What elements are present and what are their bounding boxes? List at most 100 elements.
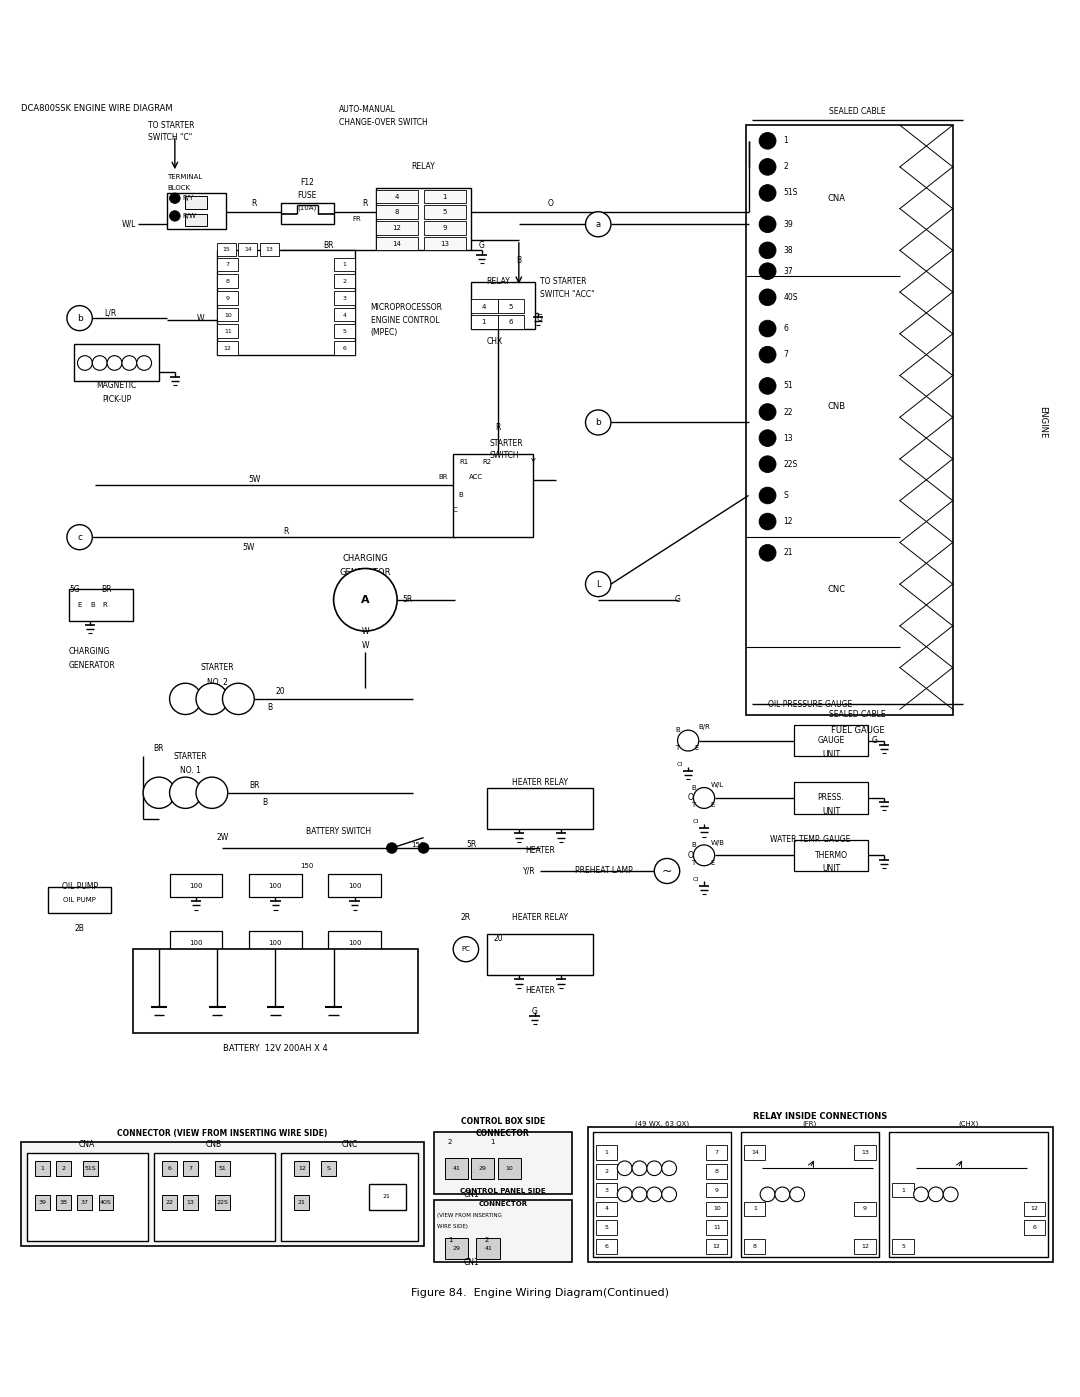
Text: 100: 100 (269, 940, 282, 946)
Text: BR: BR (153, 745, 164, 753)
Circle shape (759, 545, 777, 562)
Circle shape (107, 356, 122, 370)
Bar (487, 788, 593, 830)
Bar (892, 1239, 914, 1253)
Text: T: T (675, 745, 679, 752)
Text: 15: 15 (222, 247, 231, 251)
Bar (98, 1196, 113, 1210)
Text: WIRE SIDE): WIRE SIDE) (437, 1224, 469, 1229)
Bar (167, 193, 226, 229)
Text: 51S: 51S (84, 1165, 96, 1171)
Bar (334, 341, 354, 355)
Text: 22: 22 (165, 1200, 174, 1206)
Text: PC: PC (461, 946, 471, 953)
Bar (249, 875, 302, 897)
Bar (27, 1153, 148, 1242)
Text: 14: 14 (244, 247, 252, 251)
Bar (217, 274, 239, 288)
Text: R: R (495, 423, 500, 432)
Text: 2: 2 (485, 1238, 489, 1243)
Text: O: O (548, 198, 554, 208)
Text: CONNECTOR: CONNECTOR (476, 1129, 530, 1139)
Bar (434, 1200, 571, 1261)
Text: 6: 6 (1032, 1225, 1036, 1231)
Text: TERMINAL: TERMINAL (167, 175, 203, 180)
Text: RELAY: RELAY (486, 277, 510, 286)
Text: SEALED CABLE: SEALED CABLE (829, 108, 886, 116)
Circle shape (92, 356, 107, 370)
Text: Figure 84.  Engine Wiring Diagram(Continued): Figure 84. Engine Wiring Diagram(Continu… (411, 1288, 669, 1298)
Text: A: A (361, 595, 369, 605)
Bar (498, 314, 524, 328)
Circle shape (662, 1161, 676, 1175)
Bar (454, 454, 532, 538)
Text: 6: 6 (605, 1243, 609, 1249)
Text: 9: 9 (715, 1187, 719, 1193)
Text: 1: 1 (482, 320, 486, 326)
Text: CNA: CNA (79, 1140, 95, 1148)
Text: E: E (711, 859, 715, 866)
Text: 9: 9 (226, 296, 230, 300)
Circle shape (585, 571, 611, 597)
Text: 12: 12 (393, 225, 402, 231)
Text: 37: 37 (783, 267, 793, 275)
Text: 12: 12 (861, 1243, 869, 1249)
Bar (162, 1196, 177, 1210)
Text: SEALED CABLE: SEALED CABLE (829, 710, 886, 719)
Text: UNIT: UNIT (822, 807, 840, 816)
Text: 8: 8 (753, 1243, 757, 1249)
Bar (476, 1238, 500, 1259)
Bar (48, 887, 111, 912)
Circle shape (677, 731, 699, 752)
Bar (706, 1201, 727, 1217)
Text: a: a (596, 219, 600, 229)
Text: CI: CI (692, 820, 699, 824)
Circle shape (585, 212, 611, 236)
Text: GAUGE: GAUGE (818, 736, 845, 745)
Text: 12: 12 (783, 517, 793, 527)
Bar (328, 932, 381, 954)
Text: CHARGING: CHARGING (69, 647, 110, 657)
Text: 1: 1 (41, 1165, 44, 1171)
Text: THERMO: THERMO (814, 851, 848, 859)
Text: 9: 9 (863, 1207, 867, 1211)
Bar (596, 1221, 618, 1235)
Text: 12: 12 (713, 1243, 720, 1249)
Bar (321, 1161, 336, 1175)
Text: 6: 6 (783, 324, 788, 332)
Text: W: W (362, 627, 369, 636)
Text: W/L: W/L (122, 219, 136, 229)
Circle shape (67, 525, 92, 549)
Text: F12: F12 (300, 177, 314, 187)
Text: 38: 38 (59, 1200, 68, 1206)
Text: CI: CI (676, 763, 683, 767)
Text: R: R (283, 528, 288, 536)
Circle shape (197, 683, 228, 714)
Text: 100: 100 (189, 883, 203, 888)
Text: R: R (103, 602, 107, 608)
Text: R1: R1 (459, 460, 469, 465)
Text: 100: 100 (189, 940, 203, 946)
Bar (186, 196, 206, 208)
Bar (794, 840, 868, 870)
Bar (593, 1132, 730, 1257)
Text: 13: 13 (861, 1150, 869, 1155)
Circle shape (943, 1187, 958, 1201)
Text: FR: FR (352, 217, 362, 222)
Text: 39: 39 (39, 1200, 46, 1206)
Text: 5R: 5R (403, 595, 413, 605)
Circle shape (454, 937, 478, 961)
Text: PICK-UP: PICK-UP (102, 395, 132, 404)
Text: AUTO-MANUAL: AUTO-MANUAL (339, 105, 395, 115)
Circle shape (759, 377, 777, 394)
Text: 4: 4 (605, 1207, 609, 1211)
Bar (239, 243, 257, 256)
Text: 6: 6 (508, 320, 513, 326)
Circle shape (647, 1161, 662, 1175)
Text: 21: 21 (298, 1200, 306, 1206)
Text: HEATER RELAY: HEATER RELAY (512, 914, 568, 922)
Text: S: S (783, 490, 788, 500)
Bar (1024, 1221, 1044, 1235)
Text: FUSE: FUSE (297, 190, 316, 200)
Circle shape (759, 320, 777, 337)
